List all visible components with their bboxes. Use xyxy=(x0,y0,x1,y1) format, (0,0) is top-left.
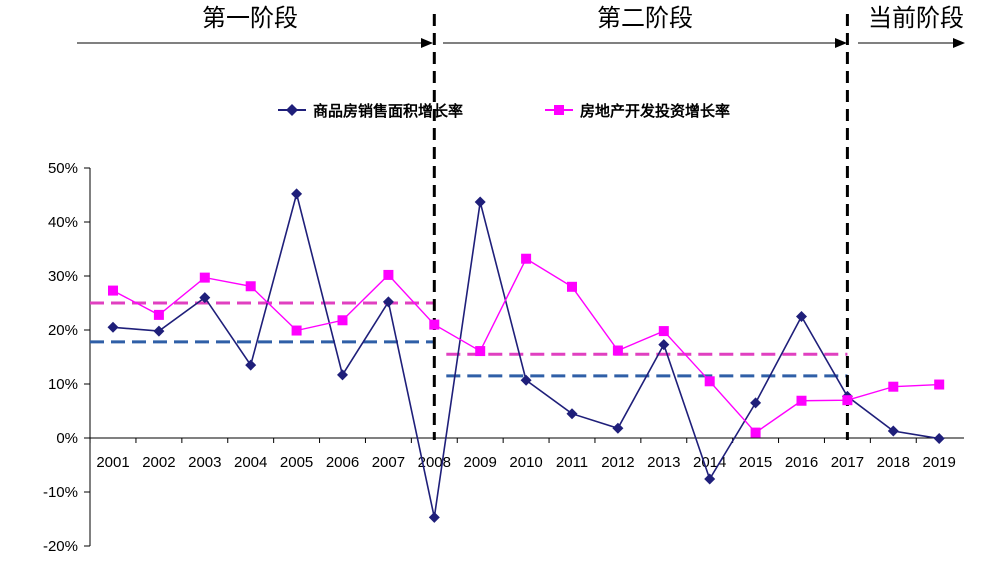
x-tick-label: 2012 xyxy=(601,454,634,471)
data-point-diamond xyxy=(291,188,303,200)
data-point-square xyxy=(842,395,853,406)
data-point-diamond xyxy=(474,196,486,208)
data-point-square xyxy=(429,319,440,330)
x-tick-label: 2019 xyxy=(923,454,956,471)
data-point-diamond xyxy=(245,359,257,371)
x-tick-label: 2011 xyxy=(556,454,588,471)
y-ticks: 50% 40% 30% 20% 10% 0% -10% -20% xyxy=(43,160,90,555)
data-point-diamond xyxy=(428,511,440,523)
data-point-diamond xyxy=(566,408,578,420)
x-tick-label: 2001 xyxy=(96,454,129,471)
stage-label-3: 当前阶段 xyxy=(868,4,964,32)
x-tick-label: 2004 xyxy=(234,454,267,471)
x-tick-label: 2005 xyxy=(280,454,313,471)
data-point-diamond xyxy=(382,296,394,308)
data-point-diamond xyxy=(153,325,165,337)
series-group xyxy=(107,188,945,523)
x-tick-label: 2018 xyxy=(877,454,910,471)
legend-marker-sales xyxy=(286,104,298,116)
stage-label-2: 第二阶段 xyxy=(597,4,693,32)
legend-label-sales: 商品房销售面积增长率 xyxy=(313,102,463,120)
data-point-diamond xyxy=(520,374,532,386)
data-point-diamond xyxy=(337,369,348,381)
data-point-diamond xyxy=(887,425,899,437)
y-tick-label: -20% xyxy=(43,538,78,555)
y-tick-label: 30% xyxy=(48,268,78,285)
data-point-diamond xyxy=(199,292,211,304)
data-point-square xyxy=(245,281,256,292)
data-point-square xyxy=(108,285,118,296)
data-point-square xyxy=(888,381,899,392)
y-tick-label: 20% xyxy=(48,322,78,339)
data-point-diamond xyxy=(933,433,945,445)
y-tick-label: -10% xyxy=(43,484,78,501)
data-point-square xyxy=(199,272,210,283)
x-tick-label: 2007 xyxy=(372,454,405,471)
data-point-square xyxy=(796,395,807,406)
x-ticks: 2001 2002 2003 2004 2005 2006 2007 2008 2009 2010… xyxy=(89,438,956,471)
x-tick-label: 2003 xyxy=(188,454,221,471)
x-tick-label: 2017 xyxy=(831,454,864,471)
data-point-square xyxy=(521,253,532,264)
data-point-diamond xyxy=(612,422,624,434)
legend: 商品房销售面积增长率 房地产开发投资增长率 xyxy=(278,102,730,120)
data-point-diamond xyxy=(107,321,119,333)
x-tick-label: 2009 xyxy=(464,454,497,471)
data-point-square xyxy=(658,326,669,337)
stage-dividers xyxy=(432,14,849,440)
x-tick-label: 2016 xyxy=(785,454,818,471)
data-point-diamond xyxy=(658,339,670,351)
data-point-square xyxy=(934,379,945,390)
data-point-square xyxy=(383,269,394,280)
y-tick-label: 0% xyxy=(56,430,78,447)
x-tick-label: 2006 xyxy=(326,454,359,471)
data-point-square xyxy=(475,346,486,357)
x-tick-label: 2015 xyxy=(739,454,772,471)
data-point-square xyxy=(337,315,348,326)
y-tick-label: 50% xyxy=(48,160,78,177)
y-tick-label: 40% xyxy=(48,214,78,231)
x-tick-label: 2014 xyxy=(693,454,726,471)
data-point-diamond xyxy=(750,397,762,409)
legend-label-investment: 房地产开发投资增长率 xyxy=(580,102,730,120)
data-point-diamond xyxy=(704,473,716,485)
y-tick-label: 10% xyxy=(48,376,78,393)
x-tick-label: 2010 xyxy=(509,454,542,471)
data-point-square xyxy=(612,345,623,356)
stage-label-1: 第一阶段 xyxy=(202,4,298,32)
data-point-square xyxy=(704,376,715,387)
data-point-square xyxy=(567,281,577,292)
x-tick-label: 2002 xyxy=(142,454,175,471)
data-point-square xyxy=(291,325,302,336)
data-point-diamond xyxy=(796,311,807,322)
axes xyxy=(89,168,964,546)
data-point-square xyxy=(750,427,761,438)
legend-marker-investment xyxy=(554,105,564,115)
data-point-square xyxy=(153,309,164,320)
x-tick-label: 2013 xyxy=(647,454,680,471)
average-lines xyxy=(90,301,848,378)
